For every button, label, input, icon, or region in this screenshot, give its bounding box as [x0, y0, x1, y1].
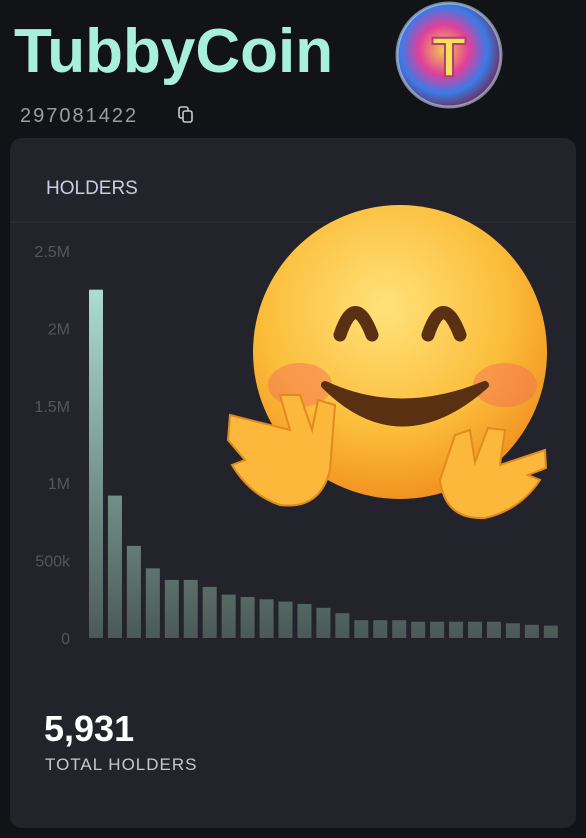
- bar: [373, 620, 388, 638]
- bar: [354, 620, 369, 638]
- bar: [524, 624, 539, 638]
- bar: [164, 579, 179, 638]
- bar: [505, 623, 520, 638]
- chart: 0 500k 1M 1.5M 2M 2.5M: [34, 244, 558, 648]
- bar: [486, 621, 501, 638]
- bar: [297, 603, 312, 638]
- bar: [126, 545, 141, 638]
- coin-id: 297081422: [20, 105, 138, 127]
- y-tick-label: 1.5M: [34, 399, 70, 416]
- y-tick-label: 500k: [35, 554, 71, 571]
- y-tick-label: 1M: [48, 476, 70, 493]
- card-title: HOLDERS: [46, 178, 138, 199]
- coin-logo: T: [395, 1, 503, 109]
- y-tick-label: 0: [61, 631, 70, 648]
- bar: [278, 601, 293, 638]
- bar: [202, 586, 217, 638]
- bar: [221, 594, 236, 638]
- bar: [392, 620, 407, 638]
- bar: [449, 621, 464, 638]
- bar: [89, 289, 103, 638]
- bar: [543, 625, 558, 638]
- y-tick-label: 2.5M: [34, 244, 70, 261]
- bar: [145, 568, 160, 638]
- bar: [430, 621, 445, 638]
- bar: [316, 607, 331, 638]
- bar: [468, 621, 482, 638]
- bar: [107, 495, 122, 638]
- bar: [411, 621, 426, 638]
- copy-icon[interactable]: [178, 106, 193, 123]
- bar: [240, 596, 255, 638]
- svg-text:T: T: [432, 25, 466, 88]
- bar: [259, 599, 274, 638]
- total-holders: 5,931: [44, 708, 134, 749]
- bar: [183, 579, 198, 638]
- y-tick-label: 2M: [48, 321, 70, 338]
- total-label: TOTAL HOLDERS: [45, 755, 198, 774]
- bar: [335, 613, 350, 638]
- emoji: [226, 205, 548, 520]
- coin-name: TubbyCoin: [14, 17, 333, 86]
